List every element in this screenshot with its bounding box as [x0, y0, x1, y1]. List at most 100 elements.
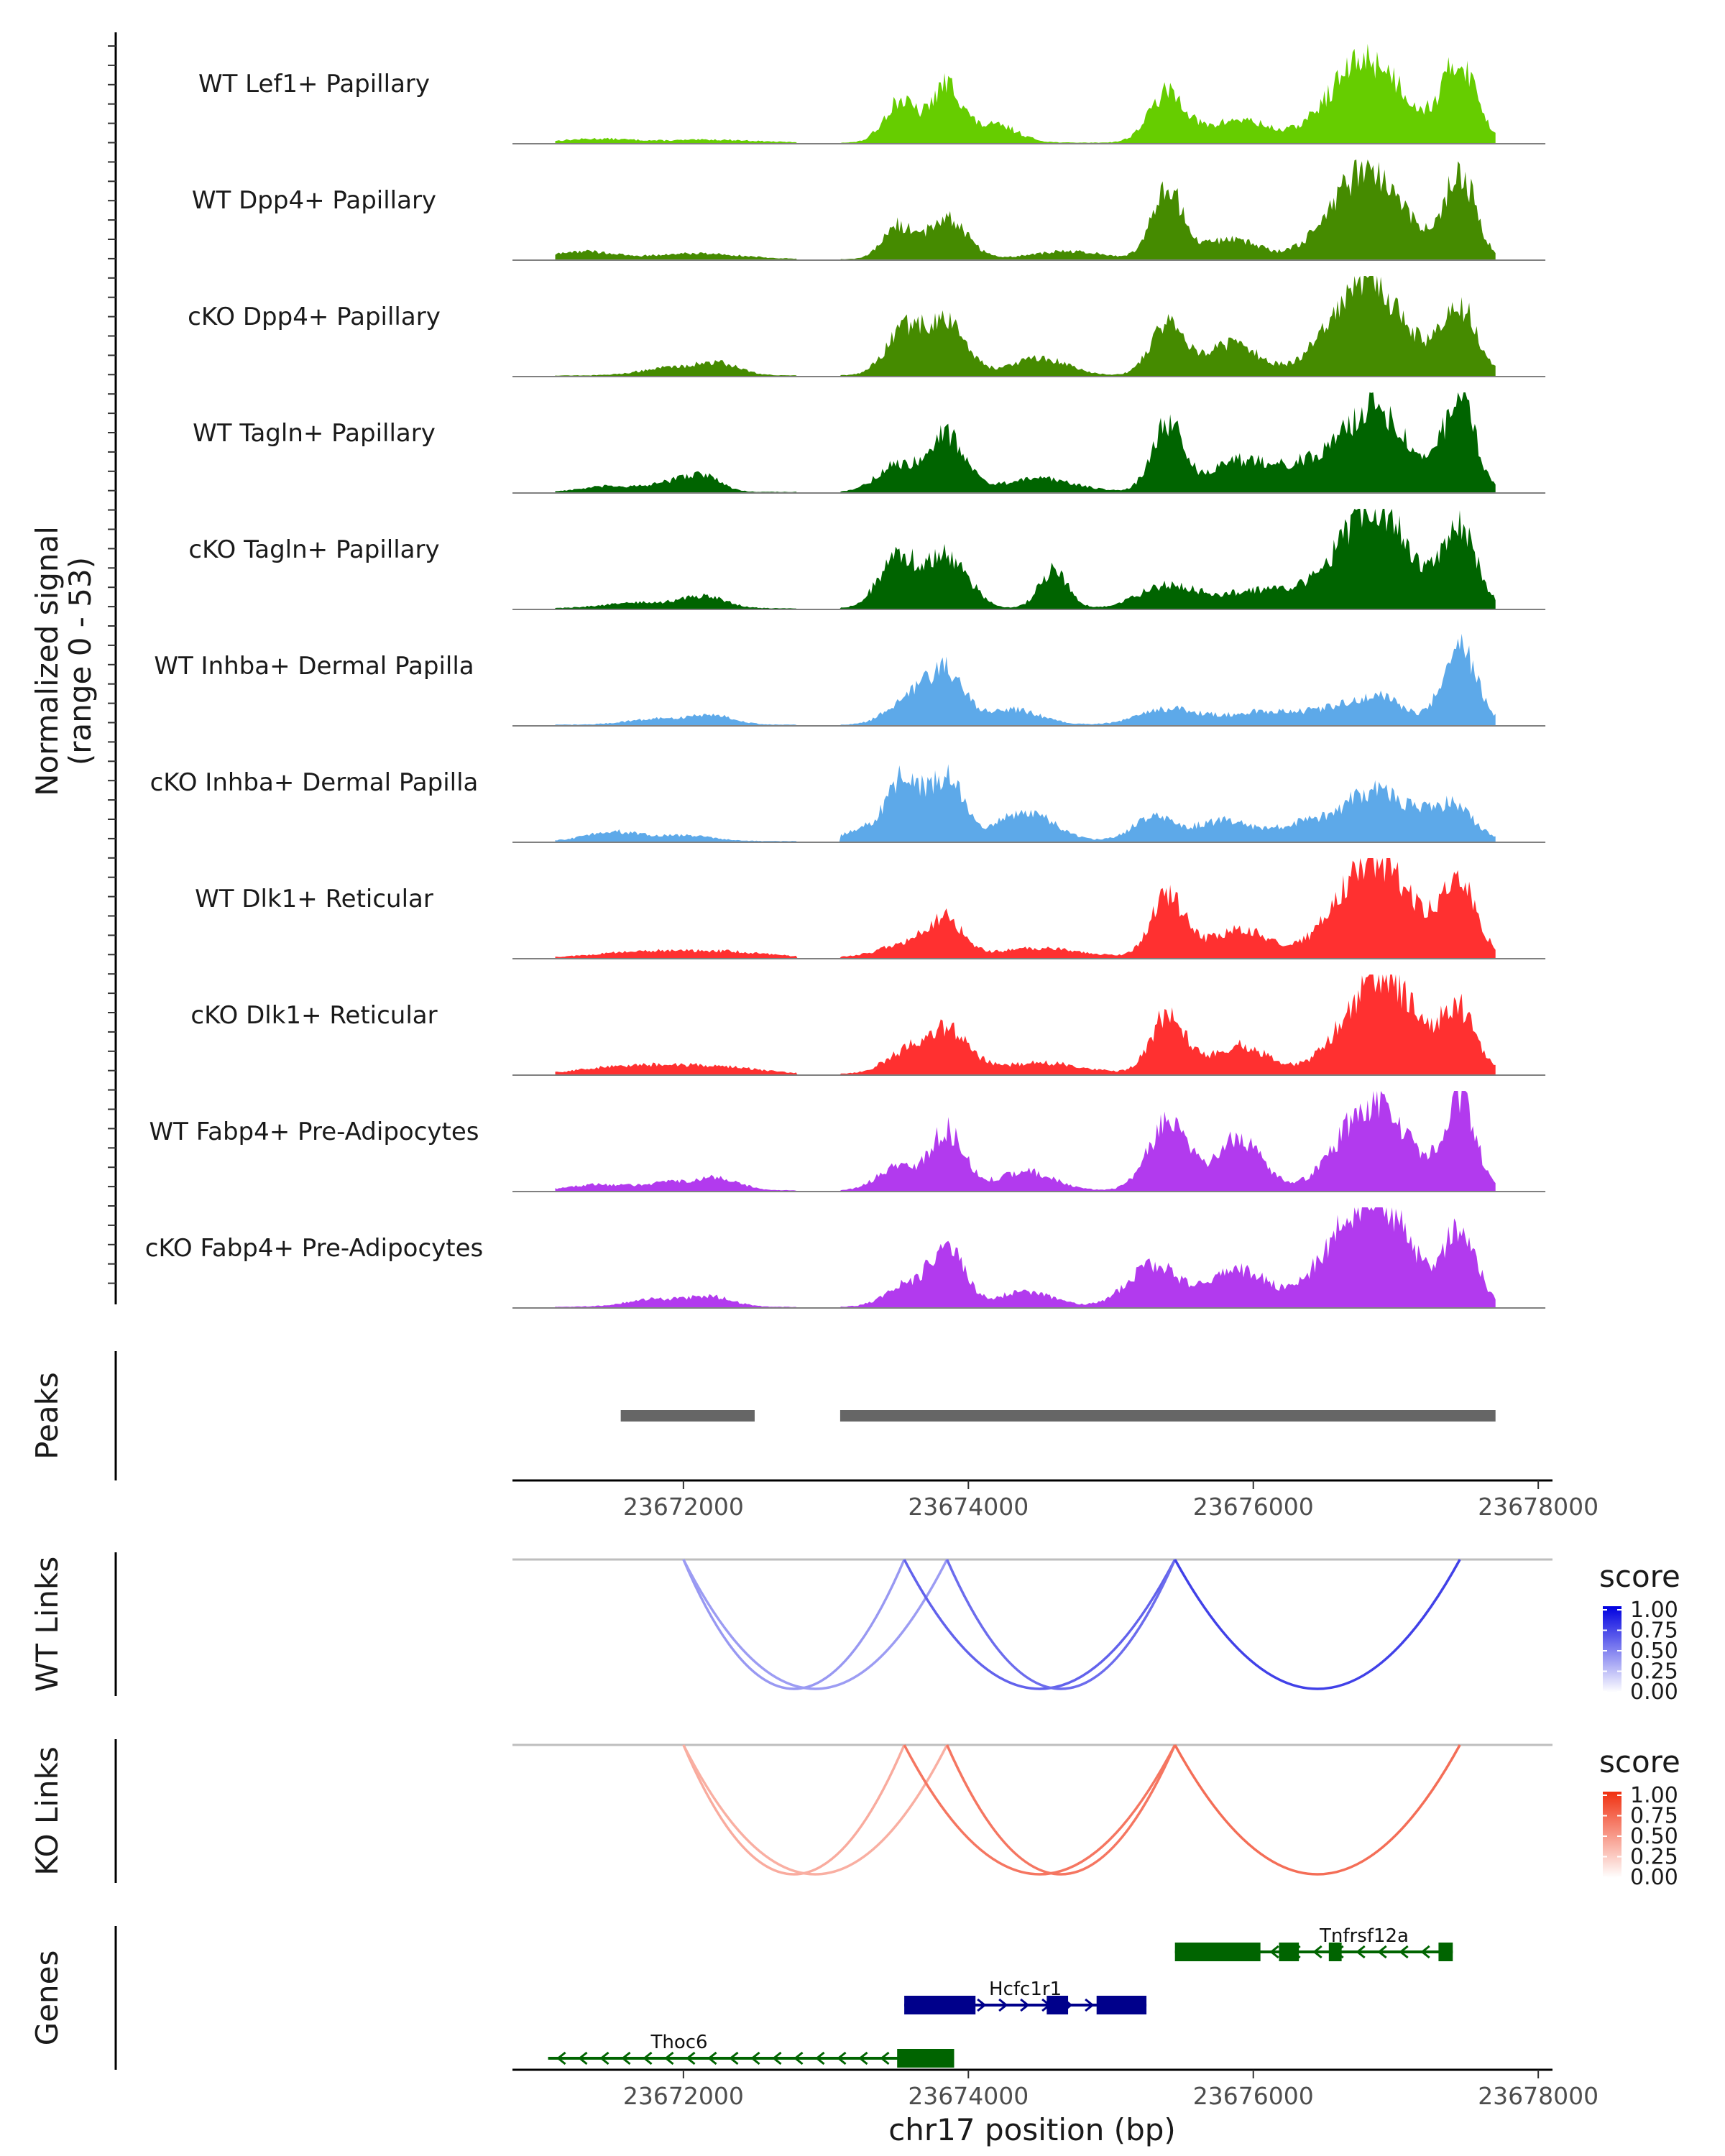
coverage-area: [555, 44, 1496, 144]
link-arc: [682, 1744, 906, 1876]
ko-legend-ticks: 1.000.750.500.250.00: [1603, 1783, 1678, 1890]
gene-model: Hcfc1r1: [904, 1978, 1147, 2014]
coverage-track: cKO Inhba+ Dermal Papilla: [150, 764, 1546, 843]
coverage-area: [555, 764, 1496, 842]
gene-exon: [1438, 1943, 1453, 1961]
genes-x-ticks: 23672000 23674000 23676000 23678000: [623, 2070, 1598, 2110]
gene-model: Tnfrsf12a: [1174, 1925, 1453, 1961]
link-arc: [682, 1744, 949, 1876]
peaks-x-ticks: 23672000 23674000 23676000 23678000: [623, 1480, 1598, 1521]
peaks-track-label: Peaks: [29, 1372, 65, 1460]
gene-strand-chevron: [578, 2051, 588, 2065]
coverage-track-label: cKO Dpp4+ Papillary: [188, 303, 441, 331]
x-axis-label: chr17 position (bp): [888, 2112, 1176, 2147]
gene-strand-chevron: [1085, 1998, 1095, 2012]
gene-strand-chevron: [643, 2051, 653, 2065]
coverage-area: [555, 975, 1496, 1075]
coverage-track-label: WT Inhba+ Dermal Papilla: [154, 652, 474, 681]
link-arc: [903, 1744, 1177, 1876]
x-tick-label: 23676000: [1193, 1493, 1314, 1521]
genes-track-label: Genes: [29, 1950, 65, 2046]
gene-exon: [897, 2049, 954, 2068]
coverage-area: [555, 160, 1496, 260]
gene-exon: [904, 1996, 976, 2014]
coverage-track-label: WT Fabp4+ Pre-Adipocytes: [150, 1118, 479, 1146]
x-tick-label: 23676000: [1193, 2082, 1314, 2110]
gene-strand-chevron: [621, 2051, 631, 2065]
peak-interval: [620, 1410, 755, 1422]
coverage-area: [555, 858, 1496, 959]
coverage-tracks: WT Lef1+ Papillary WT Dpp4+ Papillary cKO …: [145, 44, 1546, 1309]
legend-tick-label: 0.00: [1630, 1865, 1678, 1890]
coverage-track-label: cKO Fabp4+ Pre-Adipocytes: [145, 1234, 484, 1263]
coverage-track-label: cKO Inhba+ Dermal Papilla: [150, 768, 479, 797]
legend-tick-label: 0.50: [1630, 1639, 1678, 1664]
gene-name-label: Thoc6: [650, 2032, 707, 2053]
x-tick-label: 23678000: [1478, 2082, 1598, 2110]
gene-name-label: Hcfc1r1: [989, 1978, 1062, 2000]
gene-strand-chevron: [794, 2051, 804, 2065]
gene-strand-chevron: [1420, 1945, 1430, 1959]
gene-strand-chevron: [998, 1998, 1008, 2012]
coverage-track-label: cKO Dlk1+ Reticular: [190, 1001, 437, 1030]
coverage-y-ticks: [108, 45, 116, 1284]
gene-strand-chevron: [1312, 1945, 1322, 1959]
gene-strand-chevron: [772, 2051, 782, 2065]
gene-strand-chevron: [707, 2051, 717, 2065]
x-tick-label: 23674000: [908, 2082, 1029, 2110]
peak-interval: [840, 1410, 1496, 1422]
coverage-track: cKO Dlk1+ Reticular: [190, 975, 1546, 1076]
wt-links-panel: WT Links score 1.000.750.500.250.00: [29, 1552, 1680, 1705]
wt-legend-ticks: 1.000.750.500.250.00: [1603, 1598, 1678, 1705]
gene-strand-chevron: [599, 2051, 610, 2065]
coverage-area: [555, 276, 1496, 377]
coverage-track: WT Lef1+ Papillary: [198, 44, 1546, 144]
coverage-area: [555, 509, 1496, 609]
coverage-track-label: WT Lef1+ Papillary: [198, 70, 430, 98]
legend-tick-label: 1.00: [1630, 1783, 1678, 1808]
coverage-area: [555, 633, 1496, 726]
legend-tick-label: 0.00: [1630, 1680, 1678, 1705]
ko-legend-colorbar: [1603, 1792, 1622, 1878]
gene-strand-chevron: [686, 2051, 696, 2065]
gene-strand-chevron: [750, 2051, 760, 2065]
coverage-track: WT Dpp4+ Papillary: [192, 160, 1546, 261]
legend-tick-label: 0.25: [1630, 1845, 1678, 1870]
gene-exon: [1046, 1996, 1069, 2014]
coverage-area: [555, 1091, 1496, 1192]
link-arc: [1174, 1559, 1461, 1690]
coverage-track: cKO Fabp4+ Pre-Adipocytes: [145, 1207, 1546, 1309]
legend-tick-label: 1.00: [1630, 1598, 1678, 1623]
wt-legend-colorbar: [1603, 1606, 1622, 1692]
coverage-track-label: WT Tagln+ Papillary: [193, 419, 436, 448]
coverage-y-label: Normalized signal: [29, 526, 65, 796]
coverage-area: [555, 1207, 1496, 1308]
ko-legend-title: score: [1599, 1744, 1680, 1779]
gene-exon: [1096, 1996, 1147, 2014]
wt-links-label: WT Links: [29, 1557, 65, 1692]
peaks-panel: Peaks 23672000 23674000 23676000 23678000: [29, 1351, 1598, 1521]
ko-links-panel: KO Links score 1.000.750.500.250.00: [29, 1739, 1680, 1890]
coverage-track-label: WT Dpp4+ Papillary: [192, 186, 436, 215]
coverage-panel: Normalized signal (range 0 - 53) WT Lef1…: [29, 32, 1546, 1309]
coverage-track: cKO Tagln+ Papillary: [188, 509, 1546, 610]
gene-name-label: Tnfrsf12a: [1319, 1925, 1409, 1947]
gene-strand-chevron: [1269, 1945, 1279, 1959]
x-tick-label: 23672000: [623, 2082, 744, 2110]
coverage-area: [555, 392, 1496, 493]
gene-strand-chevron: [664, 2051, 674, 2065]
link-arc: [682, 1559, 906, 1690]
x-tick-label: 23672000: [623, 1493, 744, 1521]
gene-exon: [1279, 1943, 1300, 1961]
gene-strand-chevron: [858, 2051, 868, 2065]
ko-link-arcs: [682, 1744, 1461, 1876]
ko-links-label: KO Links: [29, 1746, 65, 1876]
legend-tick-label: 0.75: [1630, 1804, 1678, 1829]
x-tick-label: 23674000: [908, 1493, 1029, 1521]
link-arc: [903, 1559, 1177, 1690]
gene-strand-chevron: [815, 2051, 825, 2065]
coverage-track: WT Inhba+ Dermal Papilla: [154, 633, 1546, 727]
coverage-track-label: WT Dlk1+ Reticular: [195, 885, 433, 913]
wt-link-arcs: [682, 1559, 1461, 1690]
